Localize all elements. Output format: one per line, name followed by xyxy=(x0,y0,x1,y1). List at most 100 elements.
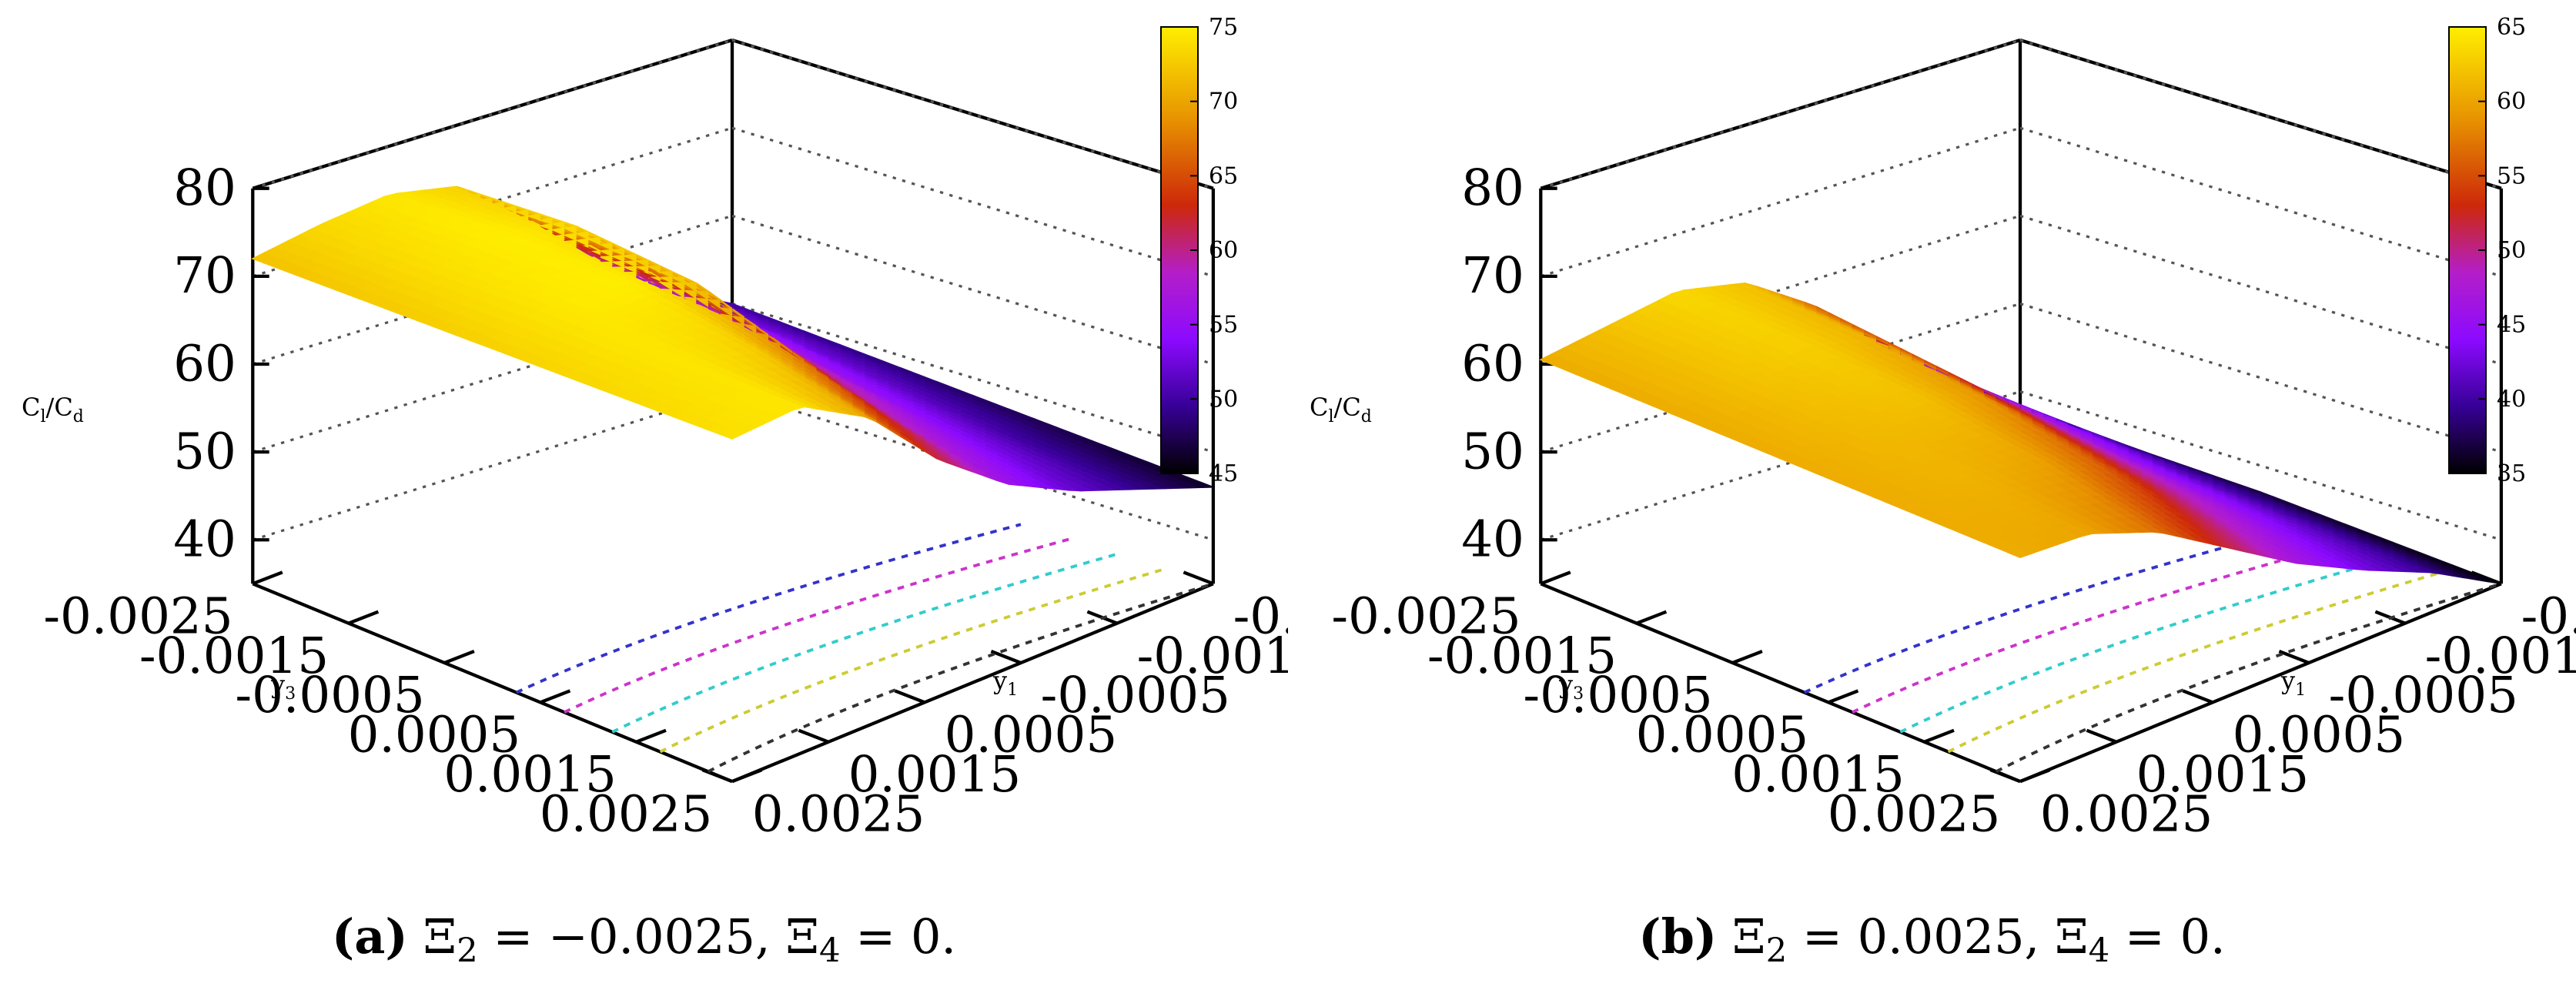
back-right-top-edge xyxy=(2019,38,2502,190)
z-gridline-right xyxy=(2019,302,2502,453)
z-gridline-right xyxy=(2019,214,2502,366)
contour-line xyxy=(515,523,1022,694)
x-tick-mark xyxy=(1828,689,1859,704)
y-tick-label: -0.0015 xyxy=(1137,627,1288,685)
x-tick-label: -0.0005 xyxy=(1523,667,1712,724)
contour-line xyxy=(611,552,1118,734)
x-tick-mark xyxy=(1731,650,1763,665)
colorbar-tick-label: 60 xyxy=(1209,237,1238,264)
x-tick-label: -0.0025 xyxy=(1331,588,1521,646)
z-tick-label: 80 xyxy=(1461,159,1524,217)
y-axis-label: y1 xyxy=(992,666,1018,700)
y-tick-label: -0.0005 xyxy=(2329,667,2518,724)
x-tick-label: 0.0015 xyxy=(443,746,617,804)
x-tick-mark xyxy=(2019,768,2051,784)
gridlines-0: 40 50 60 70 80 xyxy=(173,38,1214,569)
colorbar-tick-label: 65 xyxy=(1209,162,1238,189)
x-tick-label: 0.0005 xyxy=(1636,707,1809,764)
caption-a-sub2: 4 xyxy=(818,931,841,970)
caption-a-xi: Ξ xyxy=(423,908,457,965)
colorbar-tick-label: 35 xyxy=(2497,460,2526,487)
chart-panel-a: 40 50 60 70 80 -0.0025 -0.0015 -0.0005 0.0005 0.0… xyxy=(0,14,1288,970)
surface-plot-b: 4050607080-0.0025-0.0015-0.00050.00050.0… xyxy=(1310,14,2576,843)
colorbar-0: 45 50 55 60 65 70 75 xyxy=(1160,14,1238,487)
y-tick-mark xyxy=(2278,650,2310,665)
x-tick-label: 0.0025 xyxy=(540,785,713,843)
z-tick-label: 70 xyxy=(1461,247,1524,305)
y-tick-mark xyxy=(2086,728,2117,744)
z-tick-label: 40 xyxy=(173,511,236,569)
contour-line xyxy=(1852,537,2357,714)
y-tick-mark xyxy=(701,768,733,784)
back-right-top-edge xyxy=(731,38,1214,190)
colorbar-tick-label: 65 xyxy=(2497,14,2526,41)
surface-0 xyxy=(251,186,1214,492)
caption-b: (b) Ξ2 = 0.0025, Ξ4 = 0. xyxy=(1288,908,2576,970)
z-tick-label: 50 xyxy=(173,423,236,481)
z-gridline-left xyxy=(1540,126,2021,278)
caption-a-label: (a) xyxy=(331,908,408,965)
y-tick-mark xyxy=(1183,570,1214,586)
colorbar-tick-label: 75 xyxy=(1209,14,1238,41)
axes-frame-0 xyxy=(251,38,1216,784)
x-tick-mark xyxy=(252,570,283,586)
surface-facet xyxy=(2477,576,2502,585)
surface-plot-a: 4050607080-0.0025-0.0015-0.00050.00050.0… xyxy=(22,14,1288,843)
y-axis-base xyxy=(2019,582,2502,784)
z-axis-label: Cl/Cd xyxy=(1310,393,1372,426)
x-tick-label: 0.0025 xyxy=(1828,785,2001,843)
y-tick-mark xyxy=(894,689,925,704)
caption-a: (a) Ξ2 = −0.0025, Ξ4 = 0. xyxy=(0,908,1288,970)
x-tick-mark xyxy=(731,768,763,784)
chart-panel-b: 40 50 60 70 80 -0.0025 -0.0015 -0.0005 0.0005 0.0… xyxy=(1288,0,2576,1000)
colorbar-tick-label: 55 xyxy=(1209,312,1238,339)
caption-a-mid: = −0.0025, Ξ xyxy=(477,908,819,965)
z-gridline-left xyxy=(252,38,733,190)
plot-scale-group: 4050607080-0.0025-0.0015-0.00050.00050.0… xyxy=(1331,38,2576,843)
caption-b-label: (b) xyxy=(1638,908,1718,965)
y-tick-label: -0.0005 xyxy=(1041,667,1230,724)
x-tick-label: -0.0015 xyxy=(139,627,329,685)
z-tick-label: 40 xyxy=(1461,511,1524,569)
y-tick-label: 0.0015 xyxy=(2136,746,2310,804)
contour-line xyxy=(1803,523,2310,694)
y-tick-mark xyxy=(798,728,829,744)
x-tick-mark xyxy=(443,650,475,665)
z-gridline-left xyxy=(1540,214,2021,366)
y-tick-mark xyxy=(990,650,1022,665)
colorbar-tick-label: 70 xyxy=(1209,89,1238,115)
x-axis-base xyxy=(252,582,733,784)
caption-a-end: = 0. xyxy=(840,908,957,965)
x-tick-label: -0.0015 xyxy=(1427,627,1617,685)
x-axis-label: y3 xyxy=(270,670,296,704)
y-axis-label: y1 xyxy=(2280,666,2306,700)
y-tick-label: -0.0025 xyxy=(2521,588,2576,646)
z-gridline-right xyxy=(2019,126,2502,278)
surface-facet xyxy=(1189,481,1214,489)
z-tick-label: 60 xyxy=(1461,335,1524,393)
y-tick-label: 0.0025 xyxy=(752,785,925,843)
colorbar-tick-label: 45 xyxy=(1209,460,1238,487)
axes-frame-1 xyxy=(1539,38,2504,784)
x-tick-mark xyxy=(1636,610,1668,625)
surface-1 xyxy=(1539,282,2502,585)
z-gridline-left xyxy=(252,214,733,366)
colorbar-tick-label: 45 xyxy=(2497,312,2526,339)
x-tick-mark xyxy=(1540,570,1571,586)
caption-b-xi: Ξ xyxy=(1732,908,1766,965)
x-tick-label: -0.0025 xyxy=(43,588,233,646)
caption-b-end: = 0. xyxy=(2109,908,2226,965)
y-tick-label: 0.0015 xyxy=(848,746,1022,804)
y-axis-base xyxy=(731,582,1214,784)
x-tick-mark xyxy=(348,610,380,625)
colorbar-tick-label: 40 xyxy=(2497,386,2526,413)
x-axis-base xyxy=(1540,582,2021,784)
caption-b-mid: = 0.0025, Ξ xyxy=(1787,908,2089,965)
caption-a-sub1: 2 xyxy=(457,931,478,970)
z-gridline-left xyxy=(252,126,733,278)
x-tick-label: 0.0005 xyxy=(348,707,521,764)
